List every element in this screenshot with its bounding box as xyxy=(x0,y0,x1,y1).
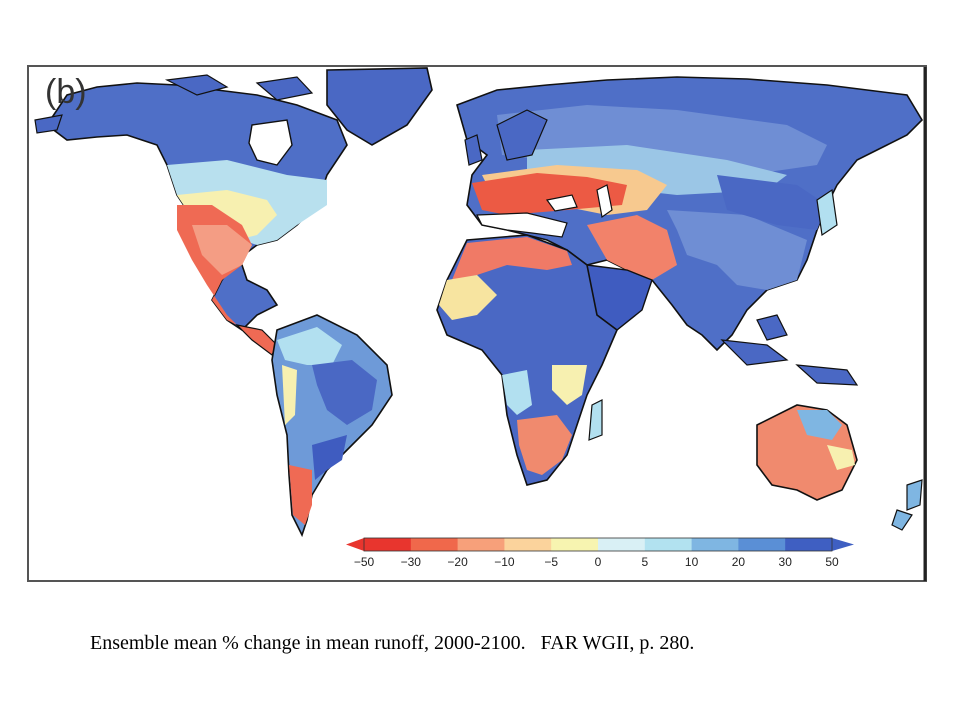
colorbar-segment xyxy=(691,538,739,551)
colorbar-segment xyxy=(785,538,833,551)
colorbar-arrow-high xyxy=(832,538,854,551)
colorbar-arrow-low xyxy=(346,538,364,551)
colorbar-tick-label: −30 xyxy=(401,555,422,569)
colorbar: −50 −30 −20 −10 −5 0 5 10 20 30 50 xyxy=(346,537,854,569)
south-america xyxy=(271,314,393,538)
africa xyxy=(436,234,618,486)
north-america xyxy=(34,67,433,356)
colorbar-segment xyxy=(598,538,646,551)
panel-label: (b) xyxy=(45,73,87,111)
colorbar-tick-label: 5 xyxy=(641,555,648,569)
colorbar-tick-label: −5 xyxy=(544,555,558,569)
colorbar-segment xyxy=(738,538,786,551)
colorbar-tick-label: 0 xyxy=(595,555,602,569)
figure-caption: Ensemble mean % change in mean runoff, 2… xyxy=(90,632,695,654)
colorbar-tick-label: 50 xyxy=(825,555,839,569)
australia xyxy=(756,404,923,531)
colorbar-outline xyxy=(363,537,833,552)
colorbar-tick-label: 30 xyxy=(779,555,793,569)
colorbar-tick-label: 10 xyxy=(685,555,699,569)
colorbar-tick-label: 20 xyxy=(732,555,746,569)
colorbar-segment xyxy=(504,538,552,551)
colorbar-segment xyxy=(364,538,412,551)
colorbar-segment xyxy=(551,538,599,551)
colorbar-segment xyxy=(457,538,505,551)
colorbar-tick-label: −50 xyxy=(354,555,375,569)
eurasia xyxy=(456,76,924,386)
colorbar-tick-label: −20 xyxy=(447,555,468,569)
colorbar-segment xyxy=(644,538,693,551)
runoff-change-map: (b) −50 −30 −20 −10 −5 0 5 10 20 30 50 xyxy=(27,65,927,582)
colorbar-segment xyxy=(410,538,459,551)
colorbar-tick-label: −10 xyxy=(494,555,515,569)
